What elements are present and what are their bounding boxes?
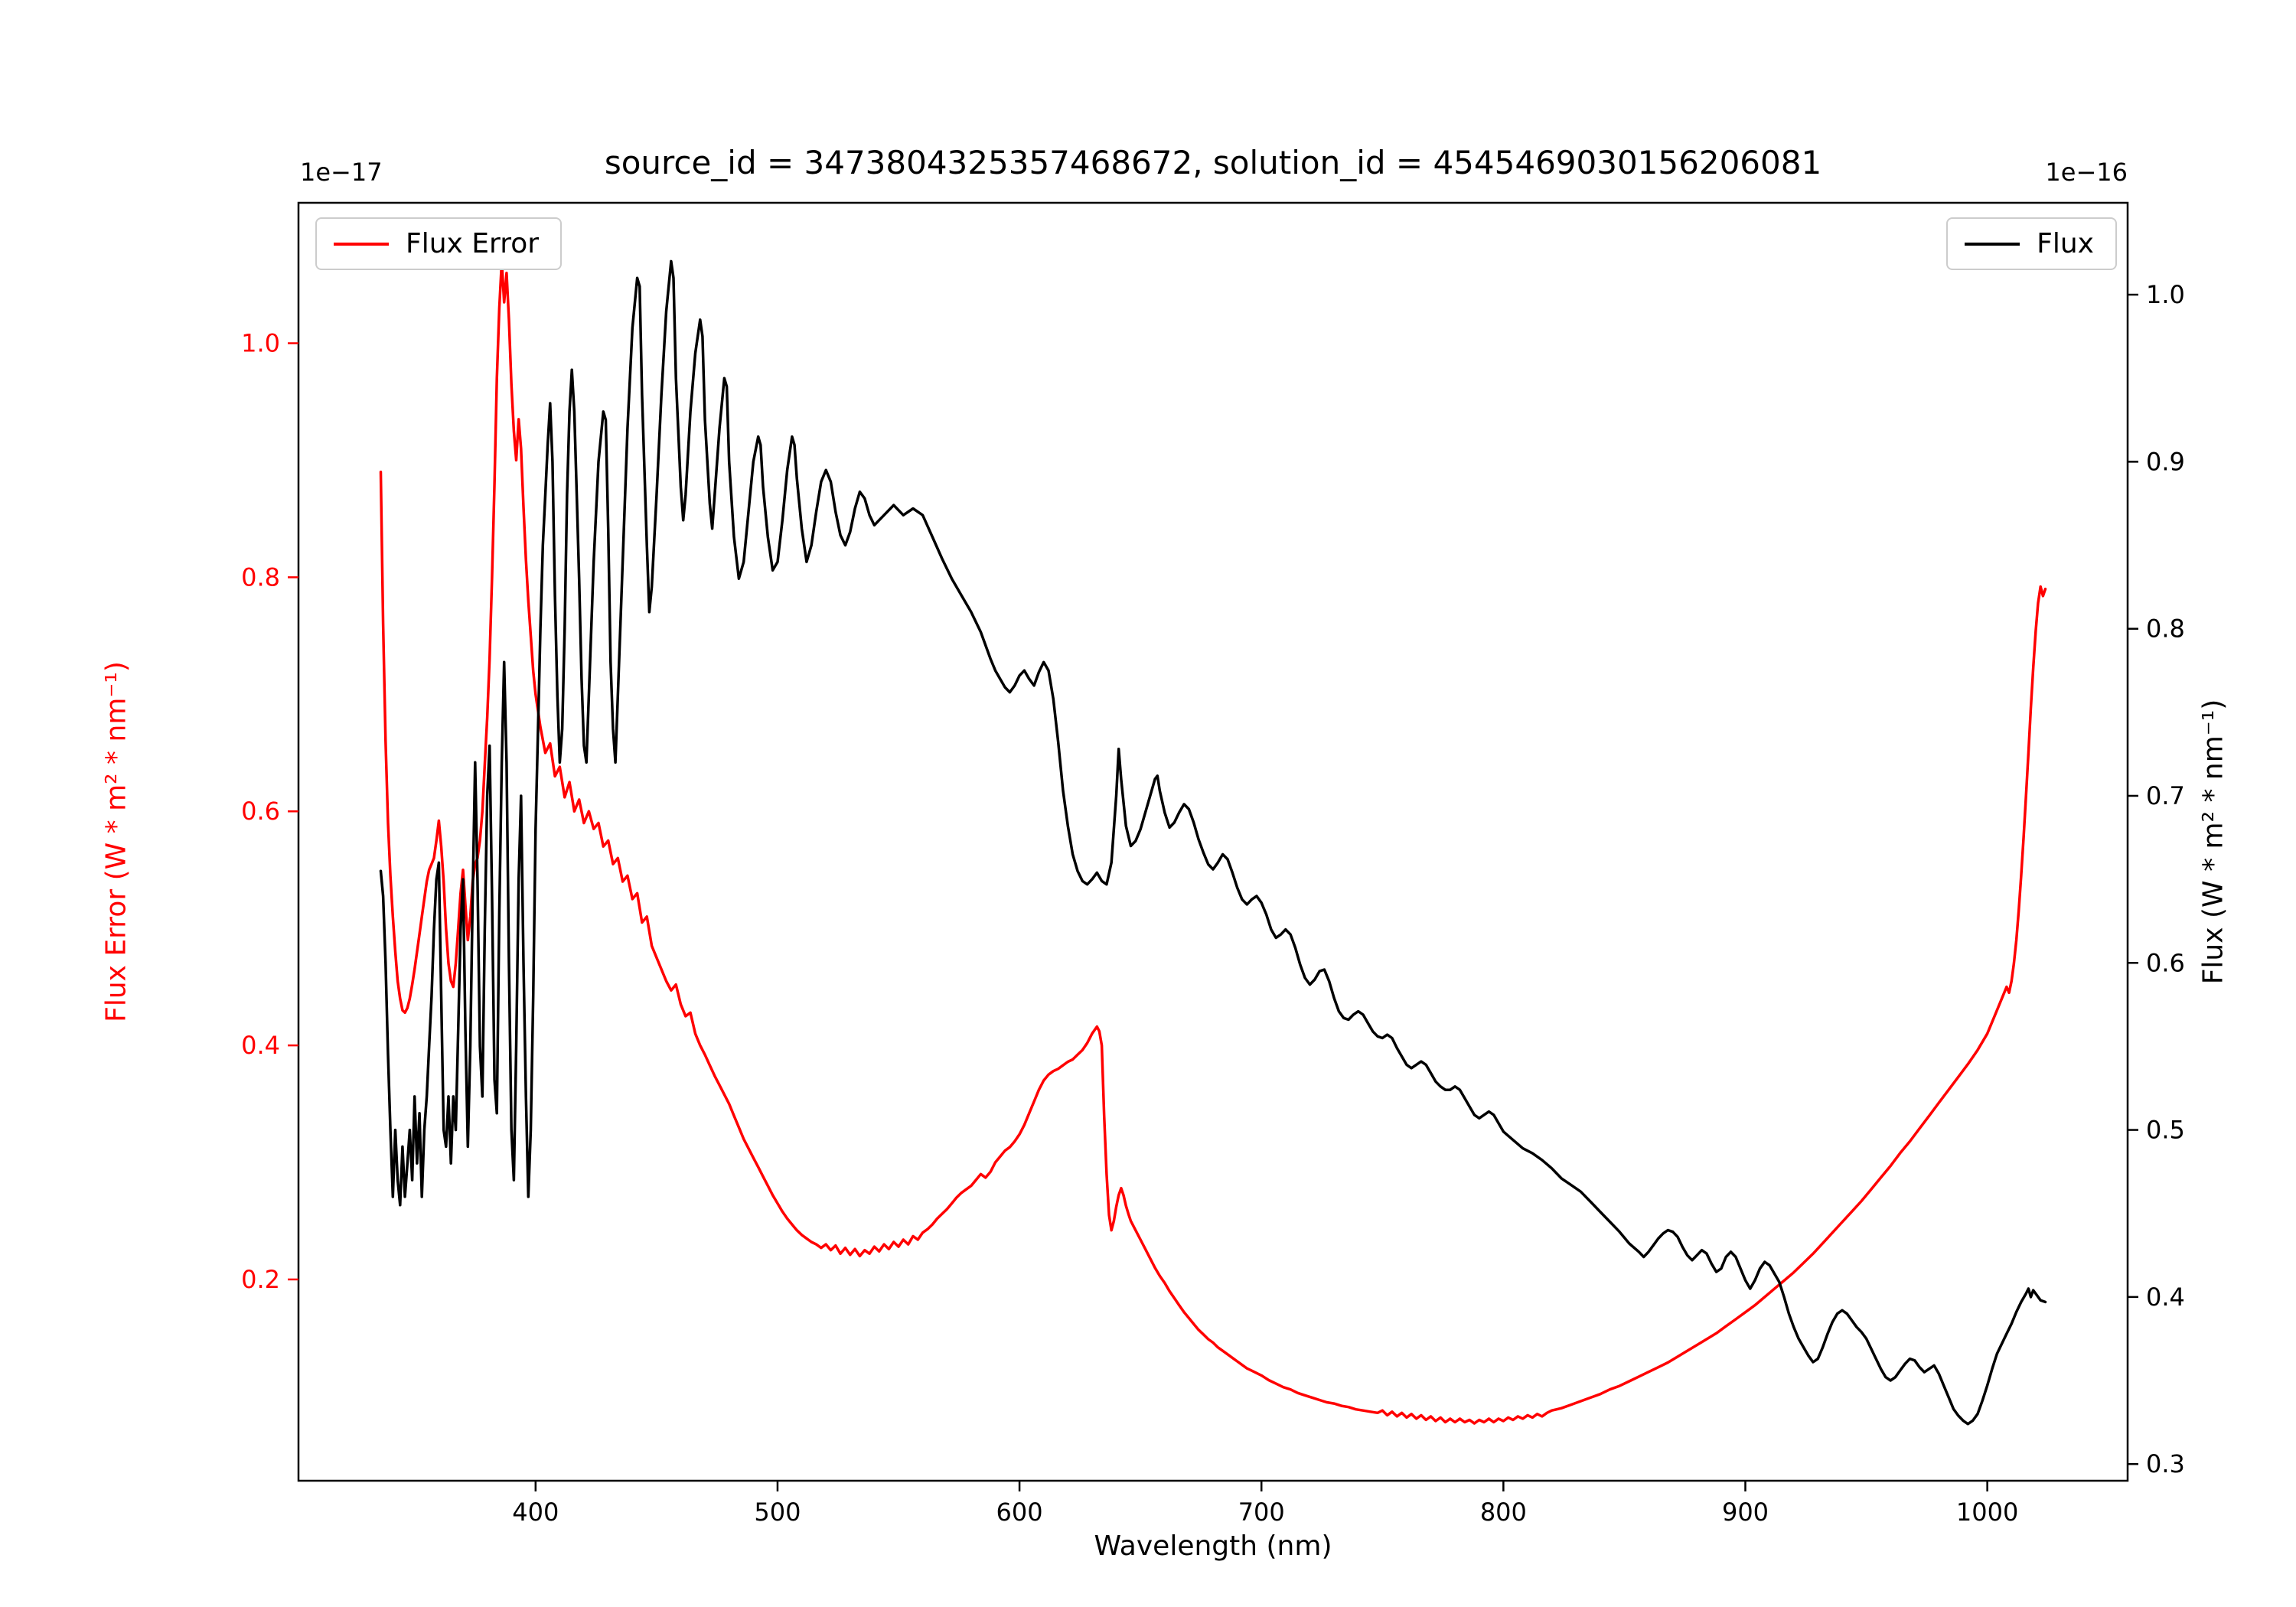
x-tick-label: 700 xyxy=(1238,1498,1285,1527)
flux-error-curve xyxy=(379,259,2047,1425)
x-tick-label: 900 xyxy=(1722,1498,1769,1527)
right-y-tick-label: 1.0 xyxy=(2146,280,2185,309)
legend-flux-label: Flux xyxy=(2037,228,2094,259)
flux-curve xyxy=(379,259,2047,1426)
left-y-tick-label: 0.8 xyxy=(241,562,280,592)
left-y-tick-label: 0.4 xyxy=(241,1031,280,1060)
right-y-tick-label: 0.6 xyxy=(2146,948,2185,977)
right-y-tick-label: 0.5 xyxy=(2146,1116,2185,1145)
left-y-tick-label: 0.6 xyxy=(241,797,280,826)
x-tick-label: 500 xyxy=(754,1498,801,1527)
right-axis-scale-offset: 1e−16 xyxy=(2045,158,2128,187)
left-y-tick-label: 0.2 xyxy=(241,1265,280,1294)
x-axis-label: Wavelength (nm) xyxy=(1094,1530,1332,1562)
legend-flux-error: Flux Error xyxy=(315,217,563,270)
flux-error-line-sample-icon xyxy=(334,242,389,246)
axes-frame xyxy=(297,201,2129,1482)
flux-line-sample-icon xyxy=(1965,242,2020,246)
x-tick-label: 600 xyxy=(996,1498,1043,1527)
left-y-tick-label: 1.0 xyxy=(241,329,280,358)
right-y-tick-label: 0.9 xyxy=(2146,447,2185,476)
x-tick-label: 1000 xyxy=(1956,1498,2018,1527)
right-y-tick-label: 0.3 xyxy=(2146,1449,2185,1478)
legend-flux: Flux xyxy=(1946,217,2117,270)
x-tick-label: 800 xyxy=(1480,1498,1527,1527)
x-tick-label: 400 xyxy=(512,1498,559,1527)
right-y-tick-label: 0.7 xyxy=(2146,781,2185,810)
right-y-tick-label: 0.8 xyxy=(2146,614,2185,644)
right-y-tick-label: 0.4 xyxy=(2146,1283,2185,1312)
legend-flux-error-label: Flux Error xyxy=(406,228,540,259)
chart-title: source_id = 3473804325357468672, solutio… xyxy=(604,144,1822,181)
left-axis-scale-offset: 1e−17 xyxy=(300,158,383,187)
